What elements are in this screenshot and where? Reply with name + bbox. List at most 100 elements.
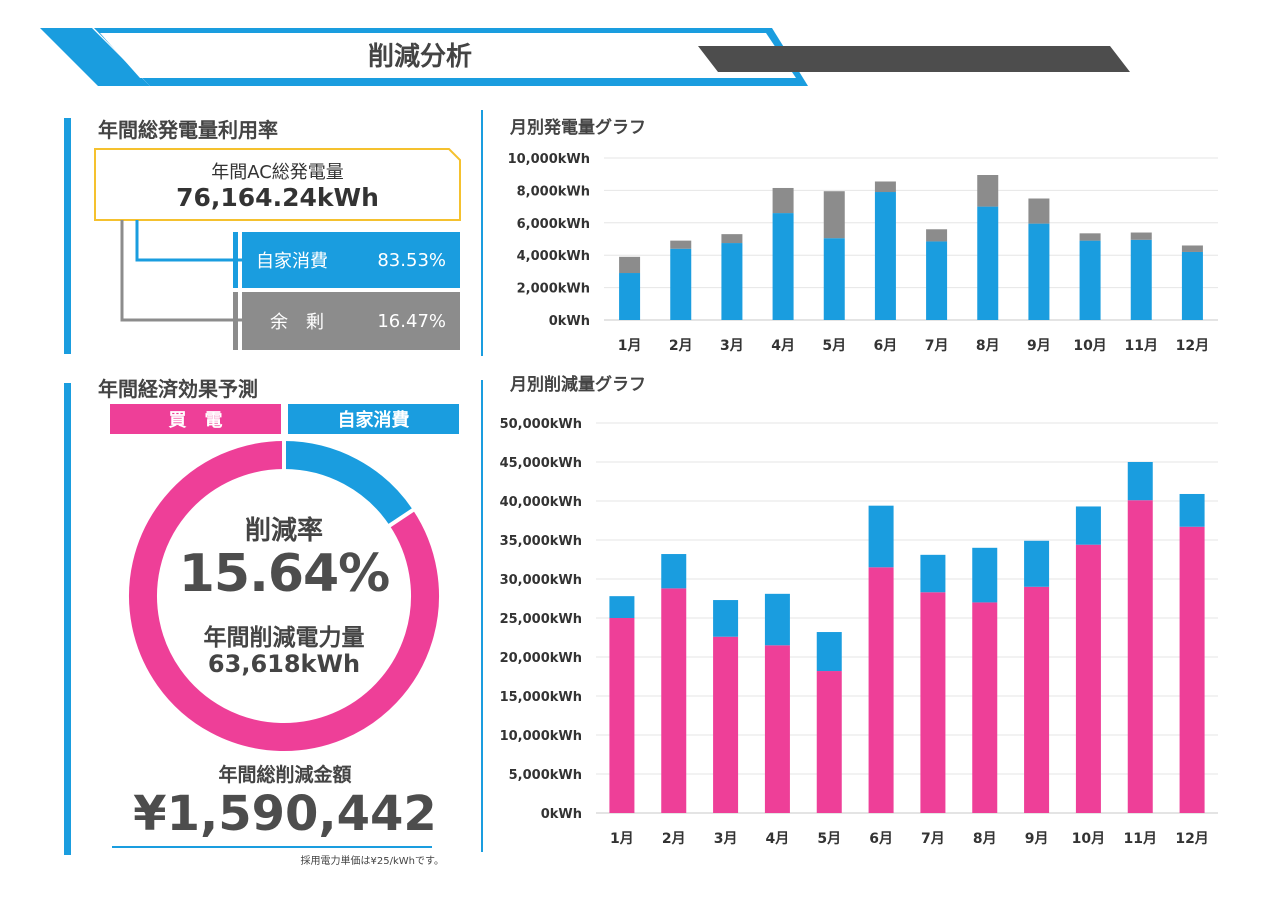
- divider-top: [481, 110, 483, 356]
- donut-slice-self: [283, 441, 413, 526]
- total-generation-box: [94, 148, 461, 221]
- generation-chart-bar-segment: [823, 191, 845, 239]
- reduction-chart-bar-segment: [1024, 586, 1050, 813]
- donut-separator: [387, 507, 415, 528]
- reduction-chart-bar-segment: [816, 671, 842, 813]
- page-title: 削減分析: [367, 42, 472, 72]
- reduction-chart-y-tick-label: 25,000kWh: [500, 612, 582, 627]
- generation-chart-bar-segment: [721, 243, 743, 320]
- reduction-chart-x-tick-label: 2月: [662, 831, 686, 847]
- header-left-stripe: [40, 28, 150, 86]
- generation-chart-bar-segment: [1181, 251, 1203, 320]
- generation-chart-bar-segment: [1079, 233, 1101, 241]
- legend-buy-label: 買 電: [168, 410, 223, 431]
- annual-reduction-label: 年間削減電力量: [203, 625, 365, 651]
- generation-chart-x-tick-label: 8月: [976, 338, 1000, 354]
- generation-chart-x-tick-label: 4月: [771, 338, 795, 354]
- reduction-chart-x-tick-label: 12月: [1175, 831, 1208, 847]
- generation-chart-bar-segment: [874, 192, 896, 320]
- surplus-box: 余 剰 16.47%: [242, 292, 460, 350]
- generation-chart-bar-segment: [772, 187, 794, 214]
- reduction-chart-y-tick-label: 30,000kWh: [500, 573, 582, 588]
- section-title-generation-rate: 年間総発電量利用率: [98, 118, 278, 142]
- generation-chart-x-tick-label: 6月: [874, 338, 898, 354]
- header-dark-stripe: [698, 46, 1130, 72]
- total-generation-label: 年間AC総発電量: [211, 162, 344, 183]
- reduction-chart-bar-segment: [972, 547, 998, 603]
- reduction-chart-y-tick-label: 50,000kWh: [500, 417, 582, 432]
- self-accent: [233, 232, 238, 288]
- reduction-rate-value: 15.64%: [178, 544, 391, 604]
- reduction-rate-label: 削減率: [244, 516, 323, 546]
- reduction-chart-x-tick-label: 11月: [1124, 831, 1157, 847]
- reduction-donut-chart: [129, 440, 439, 751]
- reduction-chart-y-tick-label: 0kWh: [541, 807, 582, 822]
- reduction-chart-x-tick-label: 9月: [1025, 831, 1049, 847]
- generation-chart-y-tick-label: 10,000kWh: [508, 152, 590, 167]
- reduction-chart-bar-segment: [1179, 526, 1205, 813]
- generation-chart-y-tick-label: 4,000kWh: [517, 249, 590, 264]
- header-banner: [40, 28, 1130, 86]
- surplus-accent: [233, 292, 238, 350]
- generation-chart-x-tick-label: 9月: [1027, 338, 1051, 354]
- legend-self-label: 自家消費: [337, 410, 410, 431]
- reduction-chart-x-tick-label: 8月: [973, 831, 997, 847]
- reduction-chart-bar-segment: [920, 592, 946, 813]
- legend-self: 自家消費: [288, 404, 459, 434]
- reduction-chart-bar-segment: [816, 632, 842, 672]
- generation-chart-y-tick-label: 6,000kWh: [517, 217, 590, 232]
- reduction-chart-bar-segment: [764, 593, 790, 646]
- unit-price-note: 採用電力単価は¥25/kWhです。: [300, 856, 444, 867]
- generation-chart-x-tick-label: 2月: [669, 338, 693, 354]
- donut-slice-buy: [129, 441, 439, 751]
- reduction-chart-x-tick-label: 3月: [714, 831, 738, 847]
- reduction-chart-y-tick-label: 15,000kWh: [500, 690, 582, 705]
- surplus-value: 16.47%: [377, 310, 446, 332]
- annual-amount-label: 年間総削減金額: [218, 764, 352, 786]
- generation-chart-bar-segment: [619, 256, 641, 274]
- generation-chart-x-tick-label: 1月: [618, 338, 642, 354]
- reduction-chart-bar-segment: [713, 600, 739, 637]
- generation-chart-x-tick-label: 10月: [1073, 338, 1106, 354]
- reduction-chart-title: 月別削減量グラフ: [509, 374, 646, 395]
- reduction-chart-bar-segment: [1075, 544, 1101, 813]
- self-consumption-label: 自家消費: [256, 251, 328, 272]
- generation-chart-bar-segment: [670, 248, 692, 320]
- generation-chart-bar-segment: [1028, 198, 1050, 224]
- generation-rate-frame: [94, 148, 461, 350]
- reduction-chart-bar-segment: [868, 505, 894, 568]
- generation-chart-x-tick-label: 3月: [720, 338, 744, 354]
- accent-bar-top: [64, 118, 71, 354]
- reduction-chart-y-tick-label: 45,000kWh: [500, 456, 582, 471]
- generation-chart-bar-segment: [926, 229, 948, 242]
- annual-reduction-value: 63,618kWh: [207, 650, 361, 678]
- reduction-chart-bar-segment: [661, 588, 687, 813]
- generation-chart-bar-segment: [977, 175, 999, 207]
- connector-self: [135, 220, 242, 262]
- reduction-chart-bar-segment: [609, 596, 635, 618]
- reduction-chart-y-tick-label: 40,000kWh: [500, 495, 582, 510]
- reduction-chart-bar-segment: [764, 645, 790, 813]
- reduction-chart-x-tick-label: 5月: [817, 831, 841, 847]
- generation-chart-x-tick-label: 5月: [822, 338, 846, 354]
- section-title-economic: 年間経済効果予測: [98, 377, 258, 401]
- generation-chart-y-tick-label: 8,000kWh: [517, 184, 590, 199]
- reduction-chart-bar-segment: [1024, 540, 1050, 587]
- generation-chart-bar-segment: [1079, 240, 1101, 320]
- reduction-chart-y-tick-label: 35,000kWh: [500, 534, 582, 549]
- generation-chart-bar-segment: [772, 213, 794, 320]
- reduction-chart-bar-segment: [1075, 506, 1101, 545]
- generation-chart-bar-segment: [823, 238, 845, 320]
- generation-chart-title: 月別発電量グラフ: [509, 117, 646, 138]
- generation-chart-bar-segment: [619, 273, 641, 320]
- reduction-chart-x-tick-label: 10月: [1072, 831, 1105, 847]
- reduction-chart-bar-segment: [1127, 500, 1153, 813]
- generation-chart-bar-segment: [977, 206, 999, 320]
- reduction-chart-bar-segment: [609, 618, 635, 813]
- connector-surplus: [120, 220, 242, 322]
- legend-buy: 買 電: [110, 404, 281, 434]
- generation-chart-bar-segment: [721, 234, 743, 244]
- reduction-chart-y-tick-label: 10,000kWh: [500, 729, 582, 744]
- generation-chart-bar-segment: [874, 181, 896, 193]
